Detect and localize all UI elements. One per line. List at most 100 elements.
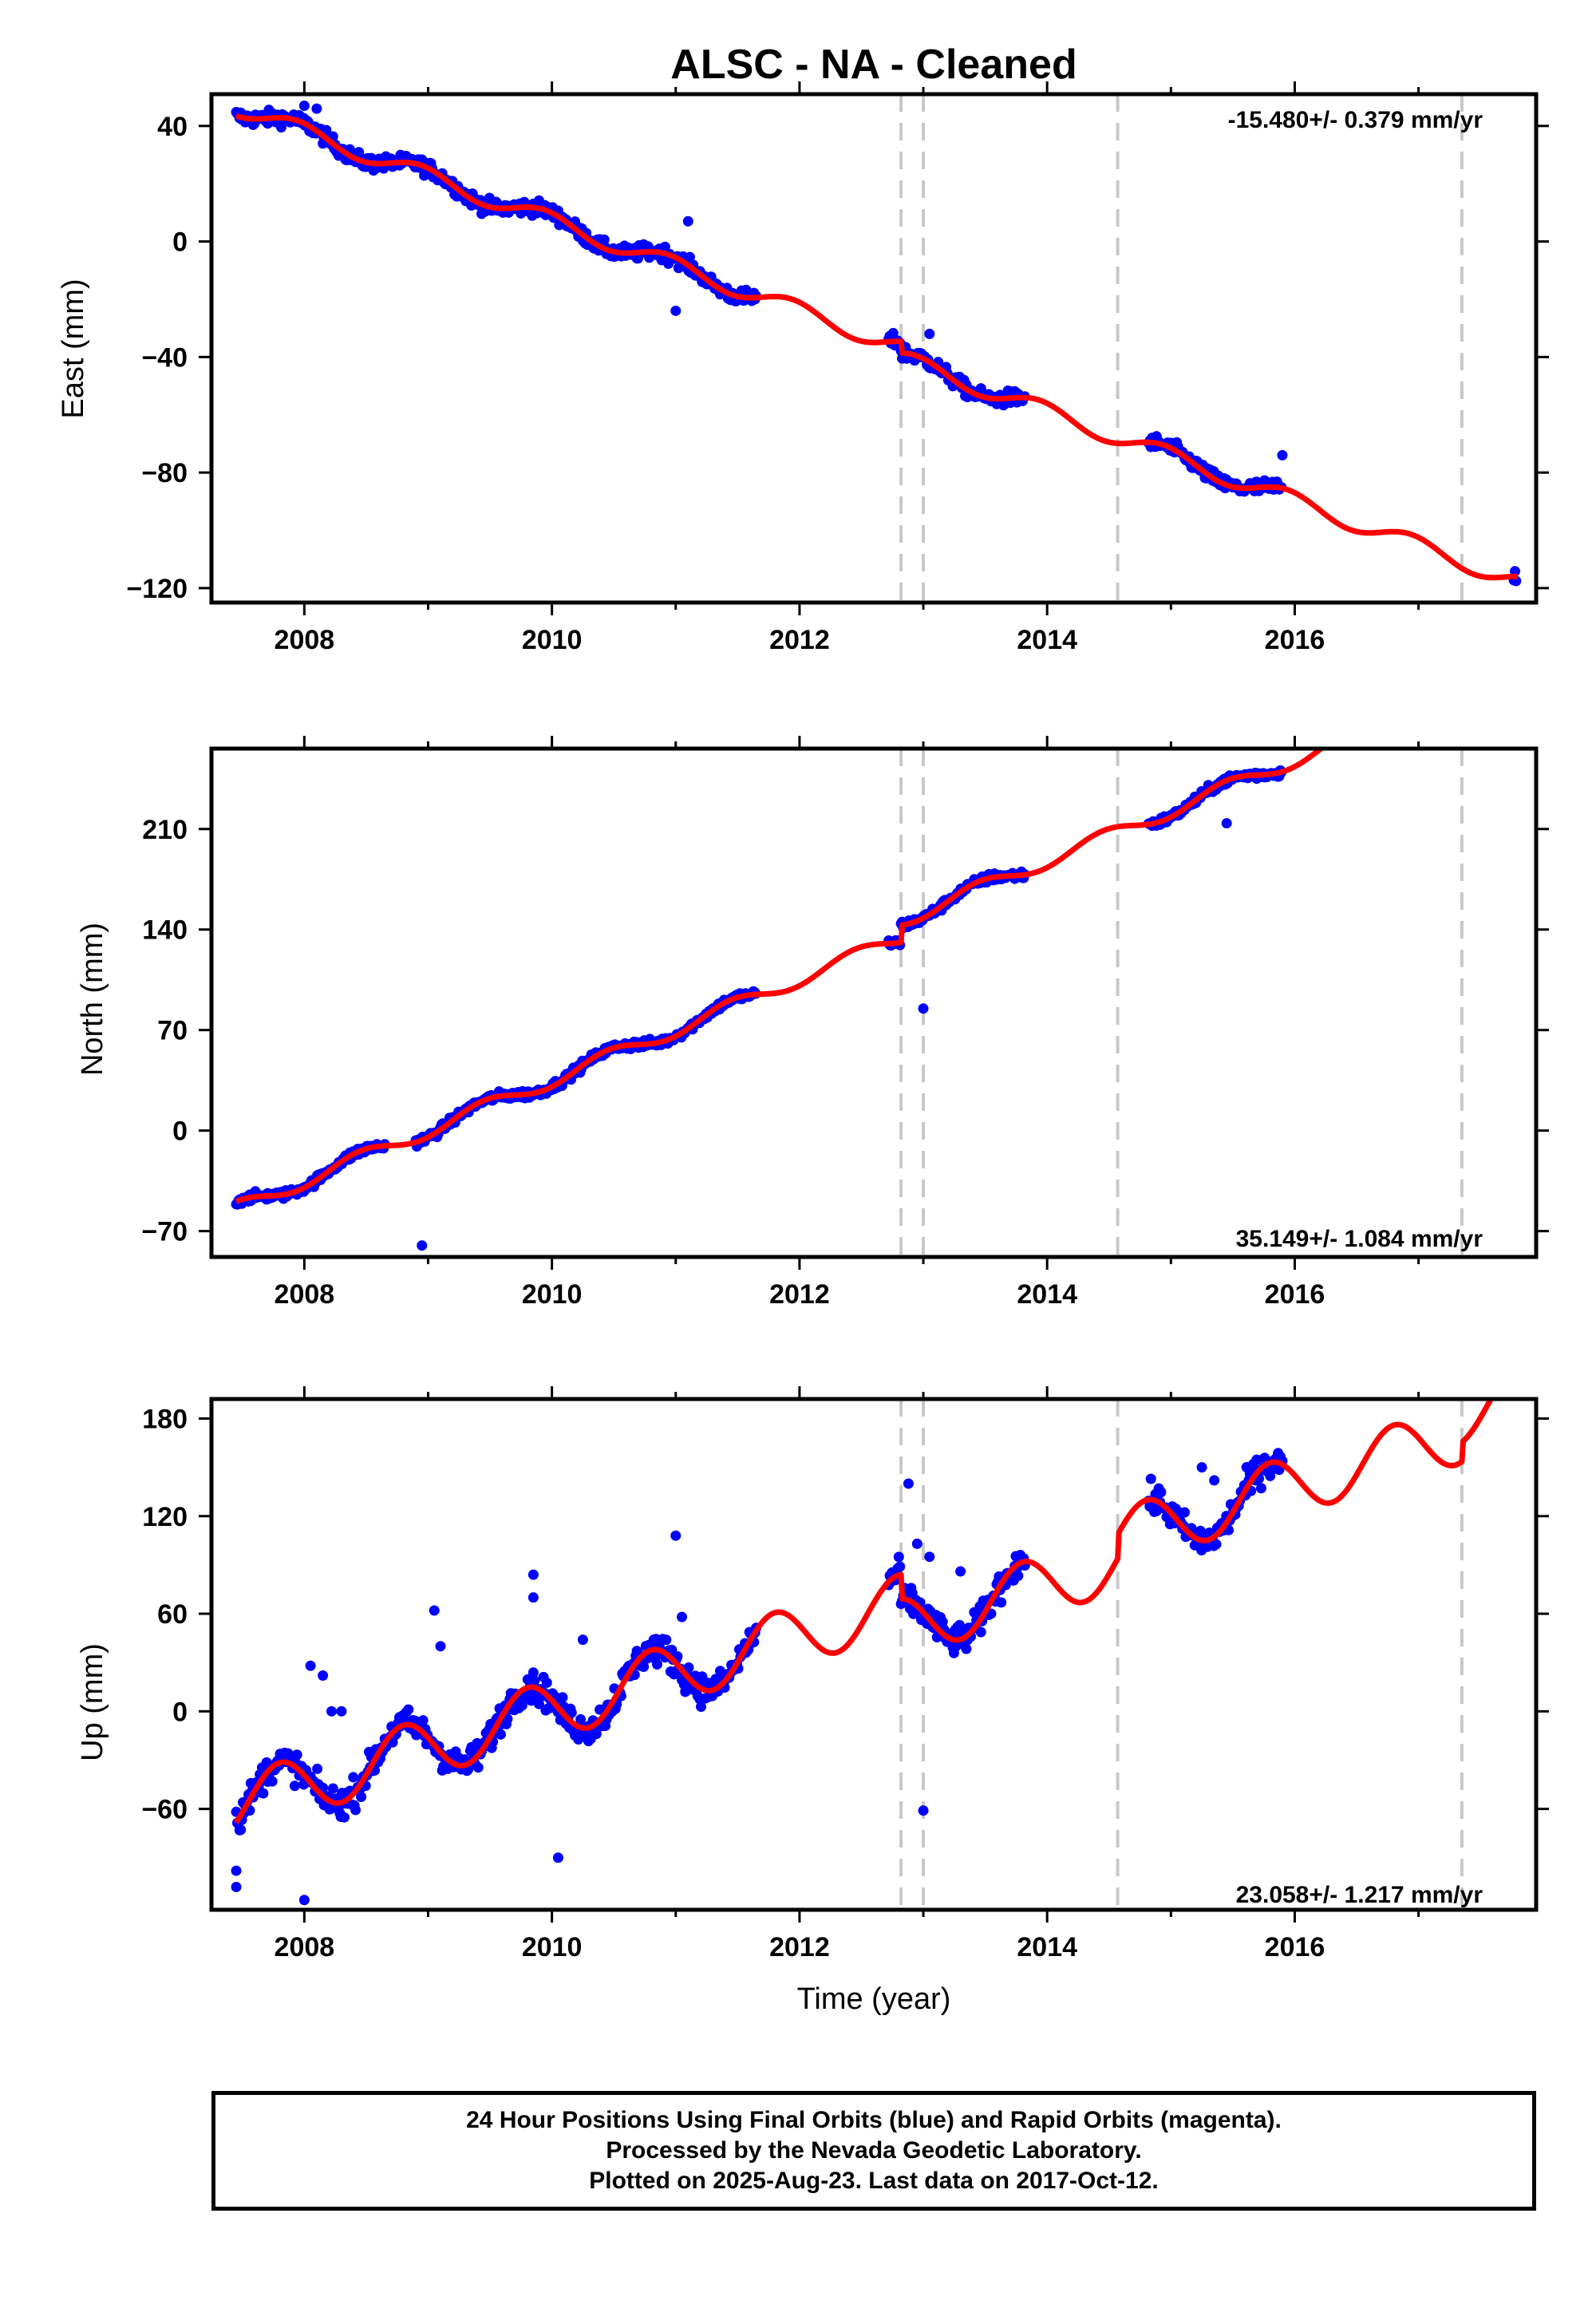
x-tick-label-up-2016: 2016 (1265, 1932, 1325, 1962)
rate-label-north: 35.149+/- 1.084 mm/yr (1236, 1226, 1483, 1252)
x-tick-label-east-2008: 2008 (275, 625, 335, 655)
panel-up: Up (mm) 2008 2010 2012 2014 2016 180 120 60 0 −60… (76, 1350, 1549, 1962)
data-point-up-96 (338, 1812, 350, 1823)
data-point-up-720 (1512, 1374, 1523, 1385)
outlier-point-north-2 (1221, 818, 1232, 829)
x-tick-label-east-2014: 2014 (1017, 625, 1077, 655)
data-point-up-716 (1507, 1359, 1518, 1369)
x-tick-label-east-2012: 2012 (769, 625, 830, 655)
x-tick-label-up-2010: 2010 (522, 1932, 583, 1962)
x-tick-label-north-2016: 2016 (1265, 1279, 1325, 1310)
y-tick-label-east-4: −120 (126, 574, 188, 604)
data-point-north-679 (1511, 688, 1521, 698)
data-point-up-545 (975, 1626, 986, 1638)
data-point-up-717 (1508, 1350, 1519, 1360)
outlier-point-up-13 (918, 1805, 929, 1816)
y-axis-label-up: Up (mm) (76, 1643, 109, 1761)
y-tick-label-north-0: 210 (142, 815, 188, 845)
y-tick-label-east-3: −80 (141, 458, 188, 488)
outlier-point-up-0 (305, 1660, 316, 1671)
data-point-up-254 (516, 1700, 527, 1711)
outlier-point-up-9 (670, 1530, 681, 1541)
plot-frame-up (209, 1397, 1539, 1912)
x-tick-label-north-2012: 2012 (769, 1279, 830, 1310)
data-point-up-708 (1499, 1379, 1509, 1389)
data-point-up-32 (267, 1776, 278, 1787)
data-point-up-399 (680, 1686, 691, 1697)
outlier-point-up-1 (318, 1670, 329, 1681)
y-tick-label-up-3: 0 (172, 1697, 188, 1727)
data-point-up-704 (1494, 1383, 1504, 1393)
footer-line-2: Processed by the Nevada Geodetic Laborat… (606, 2137, 1142, 2164)
x-tick-label-north-2010: 2010 (522, 1279, 583, 1310)
data-point-up-413 (696, 1701, 707, 1713)
footer-box: 24 Hour Positions Using Final Orbits (bl… (211, 2091, 1536, 2211)
data-point-up-276 (541, 1677, 552, 1688)
rate-label-east: -15.480+/- 0.379 mm/yr (1228, 107, 1483, 133)
data-point-up-235 (495, 1729, 506, 1740)
panel-north: North (mm) 2008 2010 2012 2014 2016 210 140 70 0… (76, 688, 1549, 1310)
data-point-up-265 (529, 1675, 540, 1686)
data-point-up-472 (893, 1551, 904, 1563)
data-point-up-106 (350, 1804, 361, 1816)
x-tick-label-up-2014: 2014 (1017, 1932, 1077, 1962)
data-point-up-563 (996, 1597, 1007, 1608)
outlier-point-up-2 (326, 1705, 337, 1717)
data-point-up-685 (1255, 1483, 1266, 1494)
plot-frame-east (209, 92, 1539, 605)
y-tick-label-north-1: 140 (142, 915, 188, 946)
outlier-point-up-22 (231, 1865, 242, 1876)
footer-line-3: Plotted on 2025-Aug-23. Last data on 201… (589, 2168, 1159, 2194)
outlier-point-up-4 (429, 1605, 440, 1616)
data-point-east-467 (887, 327, 899, 338)
data-point-up-587 (1145, 1473, 1156, 1484)
y-tick-label-north-4: −70 (141, 1217, 188, 1247)
data-point-up-596 (1156, 1487, 1167, 1498)
x-tick-label-up-2008: 2008 (275, 1932, 335, 1962)
data-point-up-706 (1496, 1365, 1507, 1376)
data-point-up-402 (683, 1662, 694, 1674)
model-line-north (235, 749, 1326, 1204)
data-point-up-617 (1179, 1507, 1191, 1518)
outlier-point-east-3 (682, 215, 693, 227)
y-tick-label-north-2: 70 (157, 1016, 188, 1046)
outlier-point-east-0 (298, 100, 310, 111)
data-point-up-86 (327, 1783, 338, 1794)
footer-line-1: 24 Hour Positions Using Final Orbits (bl… (466, 2107, 1282, 2133)
outlier-point-up-16 (1196, 1462, 1207, 1473)
outlier-point-up-19 (231, 1881, 242, 1892)
data-point-up-719 (1511, 1377, 1521, 1387)
data-point-up-54 (291, 1749, 302, 1761)
data-point-up-298 (566, 1707, 577, 1718)
data-point-east-327 (598, 234, 610, 245)
y-axis-label-north: North (mm) (76, 923, 109, 1076)
data-point-up-104 (348, 1772, 359, 1783)
outlier-point-up-17 (1209, 1475, 1220, 1486)
data-point-up-215 (472, 1762, 484, 1773)
y-tick-label-up-4: −60 (141, 1795, 188, 1825)
outlier-point-north-1 (918, 1003, 929, 1014)
data-point-up-52 (289, 1780, 300, 1792)
outlier-point-up-5 (435, 1641, 446, 1652)
y-tick-label-north-3: 0 (172, 1117, 188, 1147)
data-point-up-681 (1251, 1454, 1262, 1465)
data-point-up-264 (527, 1667, 539, 1678)
plot-area-up (231, 1350, 1523, 1910)
x-tick-label-north-2014: 2014 (1017, 1279, 1077, 1310)
data-point-up-153 (403, 1704, 414, 1715)
outlier-point-up-21 (552, 1852, 563, 1863)
outlier-point-up-11 (903, 1478, 914, 1489)
data-point-up-473 (895, 1561, 906, 1572)
data-point-up-715 (1506, 1377, 1516, 1387)
plot-frame-north (209, 746, 1539, 1259)
rate-label-up: 23.058+/- 1.217 mm/yr (1236, 1882, 1483, 1908)
data-point-up-111 (356, 1791, 367, 1802)
outlier-point-east-5 (1277, 449, 1288, 460)
data-point-up-714 (1505, 1372, 1515, 1382)
x-tick-label-east-2016: 2016 (1265, 625, 1325, 655)
outlier-point-up-14 (924, 1551, 935, 1563)
data-point-east-40 (275, 122, 286, 133)
x-tick-label-up-2012: 2012 (769, 1932, 830, 1962)
data-point-up-166 (417, 1715, 429, 1726)
